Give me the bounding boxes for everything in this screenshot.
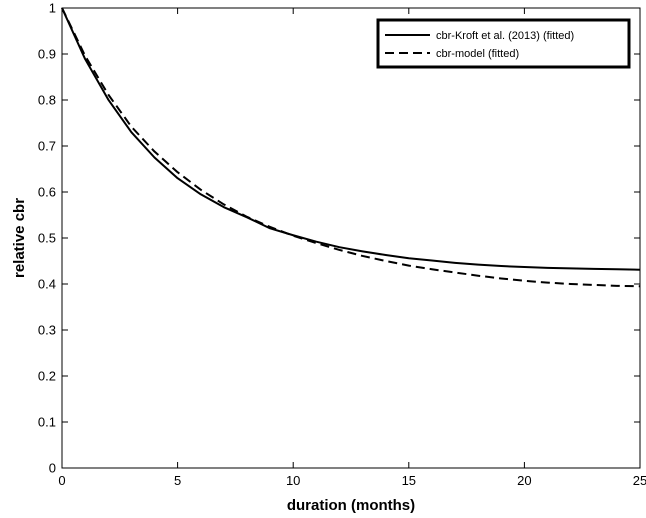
x-tick-label: 25	[633, 473, 646, 488]
x-tick-label: 20	[517, 473, 531, 488]
y-tick-label: 0.7	[38, 139, 56, 154]
series-line-kroft	[61, 7, 641, 271]
y-tick-label: 0.5	[38, 231, 56, 246]
series-line-model	[61, 7, 641, 288]
series-layer	[61, 7, 641, 288]
y-tick-label: 0	[49, 461, 56, 476]
x-tick-label: 15	[402, 473, 416, 488]
legend-box	[376, 18, 631, 69]
axes-box	[61, 7, 641, 469]
legend: cbr-Kroft et al. (2013) (fitted) cbr-mod…	[376, 18, 631, 69]
y-tick-label: 0.2	[38, 369, 56, 384]
legend-label-model: cbr-model (fitted)	[436, 48, 519, 60]
y-tick-label: 0.8	[38, 93, 56, 108]
y-tick-label: 0.3	[38, 323, 56, 338]
y-tick-label: 0.6	[38, 185, 56, 200]
y-tick-label: 0.1	[38, 415, 56, 430]
y-axis-label: relative cbr	[11, 198, 28, 278]
x-tick-label: 0	[58, 473, 65, 488]
ticks-layer: 0 5 10 15 20 25 0 0.1 0.2 0.3 0.4 0.5 0.6 0.7 0.8 0.9 1	[38, 1, 646, 489]
x-axis-label: duration (months)	[287, 497, 415, 514]
legend-label-kroft: cbr-Kroft et al. (2013) (fitted)	[436, 30, 574, 42]
x-tick-label: 5	[174, 473, 181, 488]
x-tick-label: 10	[286, 473, 300, 488]
y-tick-label: 0.4	[38, 277, 56, 292]
y-tick-label: 1	[49, 1, 56, 16]
y-tick-label: 0.9	[38, 47, 56, 62]
